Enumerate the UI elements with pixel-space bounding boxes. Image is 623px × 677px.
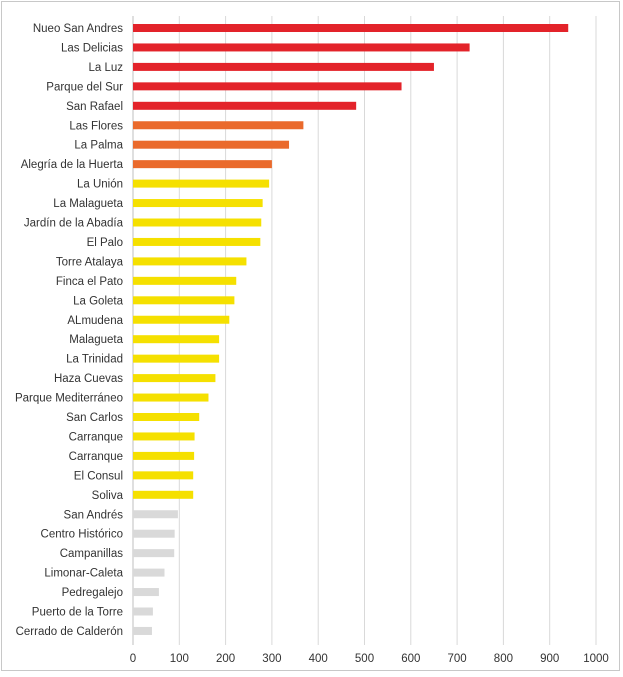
category-labels: Nueo San Andres Las Delicias La Luz Parque … <box>15 23 124 638</box>
bar <box>133 218 262 227</box>
bar <box>133 62 434 71</box>
category-label: Haza Cuevas <box>54 373 123 385</box>
bar <box>133 315 230 324</box>
bars <box>133 24 569 635</box>
x-axis-tick-labels: 0 100 200 300 400 500 600 700 800 900 1000 <box>130 653 609 665</box>
x-tick-label: 300 <box>262 653 281 665</box>
bar <box>133 82 402 91</box>
bar <box>133 510 178 519</box>
bar <box>133 529 175 538</box>
bar <box>133 237 261 246</box>
bar <box>133 432 195 441</box>
bar <box>133 393 209 402</box>
bar <box>133 335 220 344</box>
x-tick-label: 700 <box>448 653 467 665</box>
category-label: Carranque <box>69 431 123 443</box>
x-tick-label: 1000 <box>583 653 609 665</box>
x-tick-label: 400 <box>309 653 328 665</box>
bar <box>133 140 290 149</box>
category-label: Limonar-Caleta <box>44 568 123 580</box>
category-label: San Rafael <box>66 101 123 113</box>
x-tick-label: 900 <box>540 653 559 665</box>
bar <box>133 549 175 558</box>
category-label: Centro Histórico <box>41 529 123 541</box>
bar <box>133 626 152 635</box>
category-label: El Palo <box>87 237 123 249</box>
category-label: La Trinidad <box>66 354 123 366</box>
x-tick-label: 100 <box>170 653 189 665</box>
bar <box>133 568 165 577</box>
bar <box>133 413 200 421</box>
bar <box>133 179 270 188</box>
category-label: Torre Atalaya <box>56 256 124 268</box>
bar <box>133 588 159 597</box>
category-label: Jardín de la Abadía <box>24 218 124 230</box>
category-label: Malagueta <box>69 334 123 346</box>
category-label: La Malagueta <box>53 198 123 210</box>
category-label: El Consul <box>74 470 123 482</box>
category-label: Pedregalejo <box>62 587 123 599</box>
x-tick-label: 200 <box>216 653 235 665</box>
category-label: ALmudena <box>67 315 123 327</box>
category-label: Soliva <box>92 490 124 502</box>
bar <box>133 276 237 285</box>
category-label: Las Delicias <box>61 42 123 54</box>
bar <box>133 101 357 110</box>
category-label: San Andrés <box>64 509 124 521</box>
category-label: Parque Mediterráneo <box>15 393 123 405</box>
category-label: Finca el Pato <box>56 276 123 288</box>
category-label: Nueo San Andres <box>33 23 123 35</box>
bar <box>133 257 247 266</box>
bar <box>133 490 194 499</box>
category-label: La Palma <box>74 140 123 152</box>
category-label: Carranque <box>69 451 123 463</box>
category-label: Alegría de la Huerta <box>21 159 124 171</box>
x-tick-label: 600 <box>401 653 420 665</box>
category-label: Parque del Sur <box>46 81 123 93</box>
category-label: La Luz <box>88 62 123 74</box>
bar <box>133 451 195 460</box>
category-label: Cerrado de Calderón <box>16 626 123 638</box>
category-label: San Carlos <box>66 412 123 424</box>
gridlines <box>132 16 597 645</box>
bar <box>133 471 194 480</box>
bar <box>133 374 216 383</box>
bar <box>133 43 470 52</box>
category-label: Campanillas <box>60 548 124 560</box>
bar <box>133 24 569 32</box>
category-label: Puerto de la Torre <box>32 607 123 619</box>
category-label: La Unión <box>77 179 123 191</box>
bar <box>133 607 153 616</box>
category-label: La Goleta <box>73 295 123 307</box>
x-tick-label: 0 <box>130 653 136 665</box>
bar <box>133 296 235 305</box>
bar <box>133 121 304 130</box>
bar <box>133 160 272 169</box>
x-tick-label: 500 <box>355 653 374 665</box>
bar <box>133 354 220 363</box>
bar <box>133 199 263 208</box>
x-tick-label: 800 <box>494 653 513 665</box>
category-label: Las Flores <box>69 120 123 132</box>
